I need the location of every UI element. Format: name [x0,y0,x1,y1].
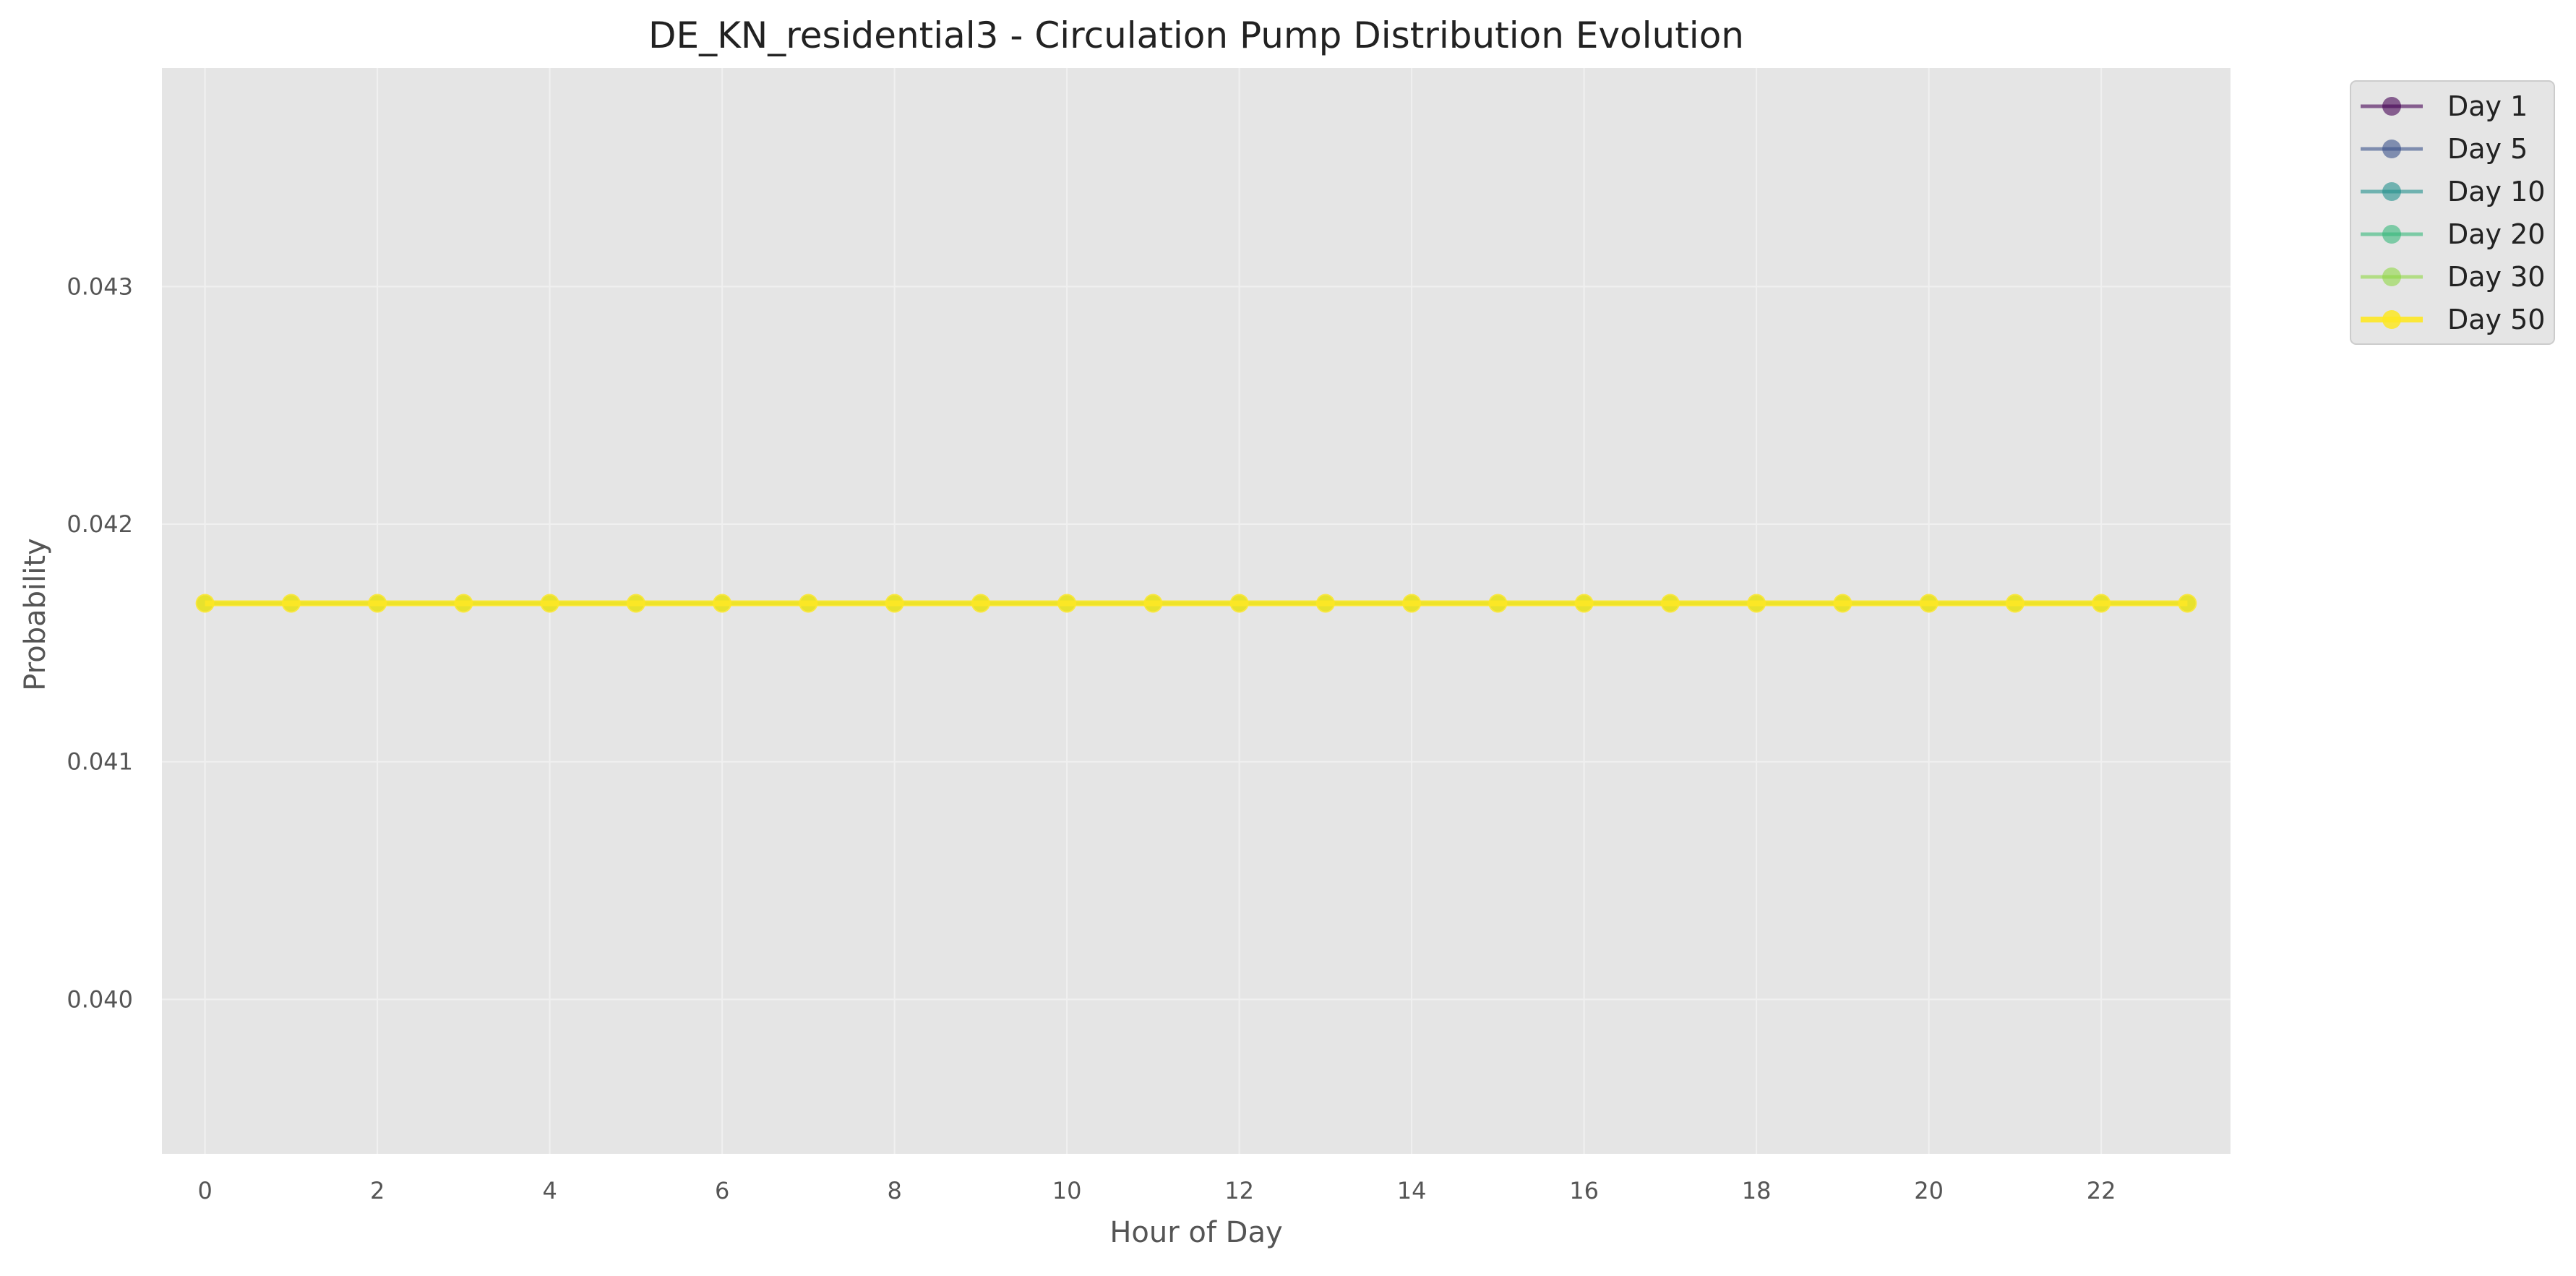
x-tick-label: 2 [370,1177,385,1204]
legend-item: Day 10 [2361,176,2545,207]
legend-marker [2382,310,2401,329]
x-tick-label: 0 [197,1177,212,1204]
legend-label: Day 20 [2447,218,2545,250]
plot-area [162,68,2231,1154]
legend-label: Day 1 [2447,90,2528,122]
x-axis-ticks: 0 2 4 6 8 10 12 14 16 18 20 22 [197,1177,2116,1204]
y-tick-label: 0.040 [66,985,133,1013]
y-axis-ticks: 0.040 0.041 0.042 0.043 [66,273,133,1013]
legend-label: Day 30 [2447,261,2545,293]
legend-item: Day 20 [2361,218,2545,250]
y-tick-label: 0.041 [66,748,133,776]
legend-item: Day 5 [2361,133,2528,165]
legend-marker [2382,182,2401,201]
data-point [1057,594,1077,613]
data-point [1143,594,1163,613]
data-point [1229,594,1249,613]
data-point [885,594,904,613]
legend-marker [2382,267,2401,286]
legend-marker [2382,225,2401,244]
data-point [626,594,645,613]
data-point [1402,594,1422,613]
x-tick-label: 6 [715,1177,729,1204]
legend-item: Day 50 [2361,304,2545,335]
data-point [195,594,215,613]
data-point [368,594,387,613]
data-point [1488,594,1508,613]
y-tick-label: 0.042 [66,510,133,538]
data-point [713,594,732,613]
legend: Day 1 Day 5 Day 10 Day 20 Day 30 Day 50 [2350,80,2555,345]
legend-marker [2382,97,2401,116]
legend-label: Day 50 [2447,304,2545,335]
data-point [971,594,990,613]
x-tick-label: 14 [1397,1177,1427,1204]
chart-title: DE_KN_residential3 - Circulation Pump Di… [648,14,1744,56]
series-day-50 [195,594,2197,613]
y-axis-label: Probability [19,538,52,690]
x-tick-label: 16 [1569,1177,1599,1204]
x-tick-label: 18 [1742,1177,1772,1204]
legend-label: Day 5 [2447,133,2528,165]
data-point [1315,594,1335,613]
y-tick-label: 0.043 [66,273,133,300]
data-point [2178,594,2197,613]
data-point [281,594,301,613]
data-point [799,594,818,613]
x-axis-label: Hour of Day [1109,1216,1282,1249]
data-point [454,594,473,613]
x-tick-label: 20 [1914,1177,1944,1204]
data-point [1833,594,1852,613]
legend-item: Day 30 [2361,261,2545,293]
data-point [540,594,559,613]
data-point [2005,594,2025,613]
data-point [1574,594,1594,613]
x-tick-label: 10 [1052,1177,1082,1204]
legend-item: Day 1 [2361,90,2528,122]
x-tick-label: 4 [542,1177,557,1204]
data-point [2092,594,2111,613]
x-tick-label: 22 [2087,1177,2116,1204]
x-tick-label: 12 [1224,1177,1254,1204]
legend-label: Day 10 [2447,176,2545,207]
x-tick-label: 8 [887,1177,901,1204]
series-lines [195,594,2197,613]
data-point [1660,594,1680,613]
legend-marker [2382,140,2401,158]
data-point [1747,594,1766,613]
data-point [1919,594,1939,613]
